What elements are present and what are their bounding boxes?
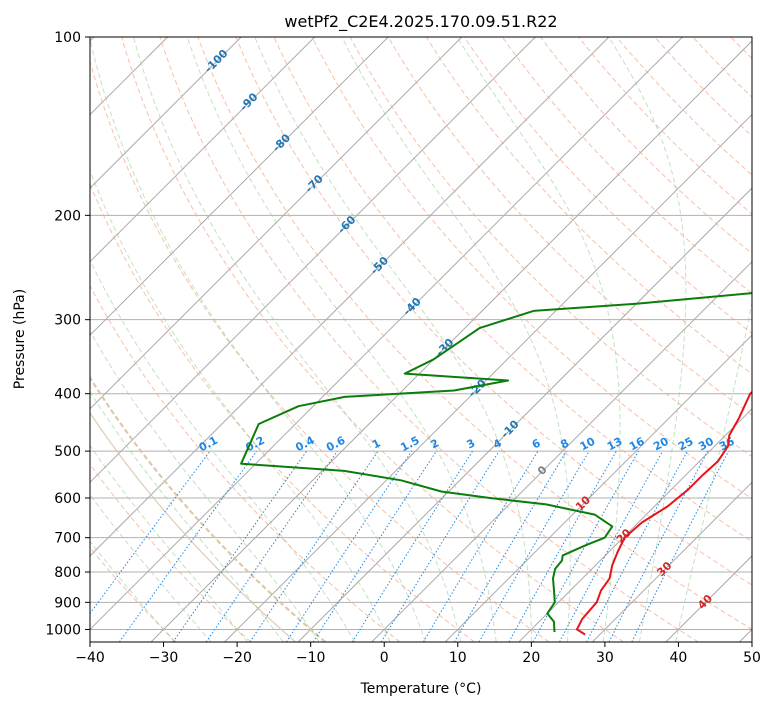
x-tick-label: −30 — [149, 650, 179, 666]
plot-frame — [89, 36, 753, 643]
isotherm — [518, 408, 752, 642]
y-tick-label: 500 — [54, 444, 81, 460]
mixing-ratio-line — [90, 450, 211, 615]
dry-adiabat — [121, 37, 624, 642]
mixing-ratio-line — [312, 450, 437, 642]
mixing-ratio-line — [205, 450, 338, 642]
isotherm — [90, 37, 463, 410]
x-tick-label: 10 — [449, 650, 467, 666]
mixing-ratio-line — [532, 450, 639, 642]
dry-adiabat-reference-solid — [90, 411, 296, 642]
dry-adiabat — [425, 37, 752, 375]
moist-adiabat — [90, 259, 356, 642]
moist-adiabat — [341, 37, 571, 642]
mixing-ratio-label: 13 — [605, 435, 625, 454]
isotherm — [90, 37, 316, 263]
dry-adiabat — [501, 37, 752, 294]
y-tick-label: 100 — [54, 30, 81, 46]
moist-adiabats — [90, 37, 752, 642]
moist-adiabat — [90, 37, 426, 642]
mixing-ratio-lines — [90, 450, 730, 642]
isotherm — [90, 37, 389, 336]
moist-adiabat — [675, 299, 752, 642]
isotherm — [224, 113, 752, 642]
moist-adiabat — [90, 169, 391, 642]
dry-adiabats — [90, 37, 752, 642]
moist-adiabat — [90, 444, 248, 642]
y-tick-label: 600 — [54, 491, 81, 507]
x-tick-label: −40 — [75, 650, 105, 666]
mixing-ratio-line — [380, 450, 500, 642]
isotherm — [90, 37, 610, 557]
mixing-ratio-line — [118, 450, 258, 642]
y-tick-label: 400 — [54, 387, 81, 403]
mixing-ratio-label: 30 — [696, 435, 716, 454]
x-tick-label: −20 — [222, 650, 252, 666]
moist-adiabat — [186, 37, 497, 642]
x-axis-label: Temperature (°C) — [360, 681, 482, 697]
isotherm — [591, 481, 752, 642]
mixing-ratio-line — [586, 450, 688, 642]
x-tick-label: 30 — [596, 650, 614, 666]
y-tick-label: 1000 — [45, 622, 81, 638]
dry-adiabat — [197, 37, 752, 630]
y-tick-label: 200 — [54, 208, 81, 224]
y-tick-label: 300 — [54, 313, 81, 329]
moist-adiabat — [608, 37, 687, 642]
mixing-ratio-line — [608, 450, 709, 642]
mixing-ratio-label: 20 — [651, 435, 671, 454]
dry-adiabat — [90, 59, 550, 642]
dry-adiabat — [311, 37, 752, 500]
moist-adiabat — [456, 37, 621, 642]
x-tick-label: 20 — [522, 650, 540, 666]
y-axis-ticks: 100 200 300 400 500 600 700 800 900 1000 — [45, 30, 90, 638]
mixing-ratio-line — [508, 450, 617, 642]
dry-adiabat — [387, 37, 752, 416]
pressure-gridlines — [90, 37, 752, 630]
mixing-ratio-line — [249, 450, 379, 642]
mixing-ratio-label: 10 — [578, 435, 598, 454]
isotherm — [150, 40, 752, 642]
y-tick-label: 900 — [54, 595, 81, 611]
dry-adiabat — [90, 463, 252, 642]
moist-adiabat — [133, 37, 462, 642]
mixing-ratio-label: 16 — [627, 435, 647, 454]
dry-adiabat — [90, 546, 177, 642]
y-axis-label: Pressure (hPa) — [12, 289, 28, 389]
dry-adiabat — [90, 182, 475, 642]
mixing-ratio-label: 25 — [676, 435, 696, 454]
isotherm — [90, 37, 242, 189]
moist-adiabat — [254, 37, 533, 642]
mixing-ratio-line — [172, 450, 308, 642]
dry-adiabat — [235, 37, 752, 586]
profile-series — [240, 292, 752, 636]
mixing-ratio-line — [631, 450, 730, 642]
x-tick-label: −10 — [296, 650, 326, 666]
moist-adiabat — [90, 330, 320, 642]
chart-title: wetPf2_C2E4.2025.170.09.51.R22 — [284, 12, 557, 32]
mixing-ratio-line — [422, 450, 539, 642]
mixing-ratio-label: 36 — [717, 435, 737, 454]
mixing-ratio-line — [285, 450, 413, 642]
isotherm — [90, 37, 536, 484]
dry-adiabat-reference — [90, 375, 327, 642]
x-tick-label: 0 — [380, 650, 389, 666]
dry-adiabat — [90, 284, 401, 642]
dewpoint-profile-line — [240, 292, 752, 633]
temperature-profile-line — [575, 390, 752, 636]
x-tick-label: 40 — [670, 650, 688, 666]
dry-adiabat — [159, 37, 699, 642]
skewed-isotherms — [90, 37, 752, 642]
mixing-ratio-line — [559, 450, 664, 642]
isotherm — [444, 334, 752, 642]
mixing-ratio-line — [351, 450, 474, 642]
y-tick-label: 700 — [54, 531, 81, 547]
x-axis-ticks: −40 −30 −20 −10 0 10 20 30 40 50 — [75, 642, 761, 666]
isotherm — [90, 37, 683, 631]
x-tick-label: 50 — [743, 650, 761, 666]
isotherm — [371, 260, 752, 642]
y-tick-label: 800 — [54, 565, 81, 581]
